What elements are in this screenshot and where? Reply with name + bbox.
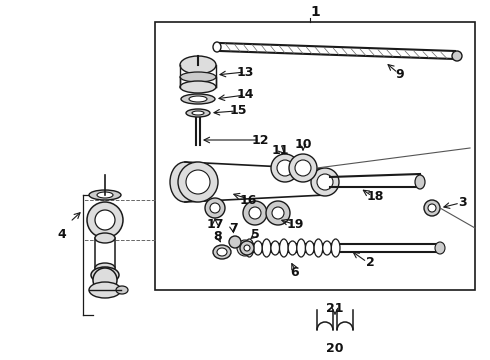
Ellipse shape — [229, 236, 241, 248]
Bar — [155, 22, 475, 290]
Ellipse shape — [217, 248, 227, 256]
Text: 8: 8 — [214, 230, 222, 243]
Ellipse shape — [249, 207, 261, 219]
Text: 19: 19 — [286, 219, 304, 231]
Text: 12: 12 — [251, 134, 269, 147]
Ellipse shape — [314, 239, 323, 257]
Ellipse shape — [87, 202, 123, 238]
Ellipse shape — [93, 268, 117, 292]
Ellipse shape — [295, 160, 311, 176]
Ellipse shape — [323, 241, 331, 255]
Ellipse shape — [97, 192, 113, 198]
Ellipse shape — [317, 174, 333, 190]
Ellipse shape — [240, 241, 254, 255]
Ellipse shape — [181, 94, 215, 104]
Text: 3: 3 — [458, 195, 466, 208]
Text: 17: 17 — [206, 217, 224, 230]
Ellipse shape — [311, 168, 339, 196]
Ellipse shape — [237, 240, 253, 256]
Text: 15: 15 — [229, 104, 247, 117]
Ellipse shape — [272, 207, 284, 219]
Ellipse shape — [95, 210, 115, 230]
Ellipse shape — [180, 72, 216, 82]
Ellipse shape — [271, 241, 280, 255]
Ellipse shape — [89, 190, 121, 200]
Ellipse shape — [244, 245, 250, 251]
Ellipse shape — [266, 201, 290, 225]
Text: 11: 11 — [271, 144, 289, 157]
Text: 6: 6 — [291, 266, 299, 279]
Ellipse shape — [415, 175, 425, 189]
Text: 9: 9 — [396, 68, 404, 81]
Ellipse shape — [192, 111, 204, 115]
Ellipse shape — [243, 201, 267, 225]
Ellipse shape — [424, 200, 440, 216]
Ellipse shape — [180, 81, 216, 93]
Ellipse shape — [271, 154, 299, 182]
Text: 5: 5 — [250, 228, 259, 240]
Ellipse shape — [116, 286, 128, 294]
Text: 1: 1 — [310, 5, 320, 19]
Ellipse shape — [213, 245, 231, 259]
Ellipse shape — [245, 239, 254, 257]
Text: 4: 4 — [58, 229, 66, 242]
Text: 10: 10 — [294, 138, 312, 150]
Ellipse shape — [210, 203, 220, 213]
Ellipse shape — [289, 154, 317, 182]
Ellipse shape — [180, 56, 216, 74]
Ellipse shape — [254, 241, 262, 255]
Ellipse shape — [89, 282, 121, 298]
Ellipse shape — [428, 204, 436, 212]
Text: 2: 2 — [366, 256, 374, 270]
Ellipse shape — [280, 239, 288, 257]
Ellipse shape — [170, 162, 200, 202]
Text: 7: 7 — [229, 221, 237, 234]
Text: 18: 18 — [367, 190, 384, 203]
Text: 13: 13 — [236, 66, 254, 78]
Ellipse shape — [277, 160, 293, 176]
Ellipse shape — [95, 263, 115, 273]
Text: 14: 14 — [236, 89, 254, 102]
Ellipse shape — [435, 242, 445, 254]
Ellipse shape — [205, 198, 225, 218]
Text: 20: 20 — [326, 342, 344, 355]
Ellipse shape — [452, 51, 462, 61]
Ellipse shape — [91, 267, 119, 283]
Ellipse shape — [297, 239, 305, 257]
Ellipse shape — [305, 241, 314, 255]
Ellipse shape — [262, 239, 271, 257]
Ellipse shape — [213, 42, 221, 52]
Ellipse shape — [178, 162, 218, 202]
Ellipse shape — [95, 233, 115, 243]
Ellipse shape — [189, 96, 207, 102]
Ellipse shape — [331, 239, 340, 257]
Ellipse shape — [186, 170, 210, 194]
Text: 16: 16 — [239, 194, 257, 207]
Ellipse shape — [288, 241, 297, 255]
Ellipse shape — [186, 109, 210, 117]
Text: 21: 21 — [326, 302, 344, 315]
